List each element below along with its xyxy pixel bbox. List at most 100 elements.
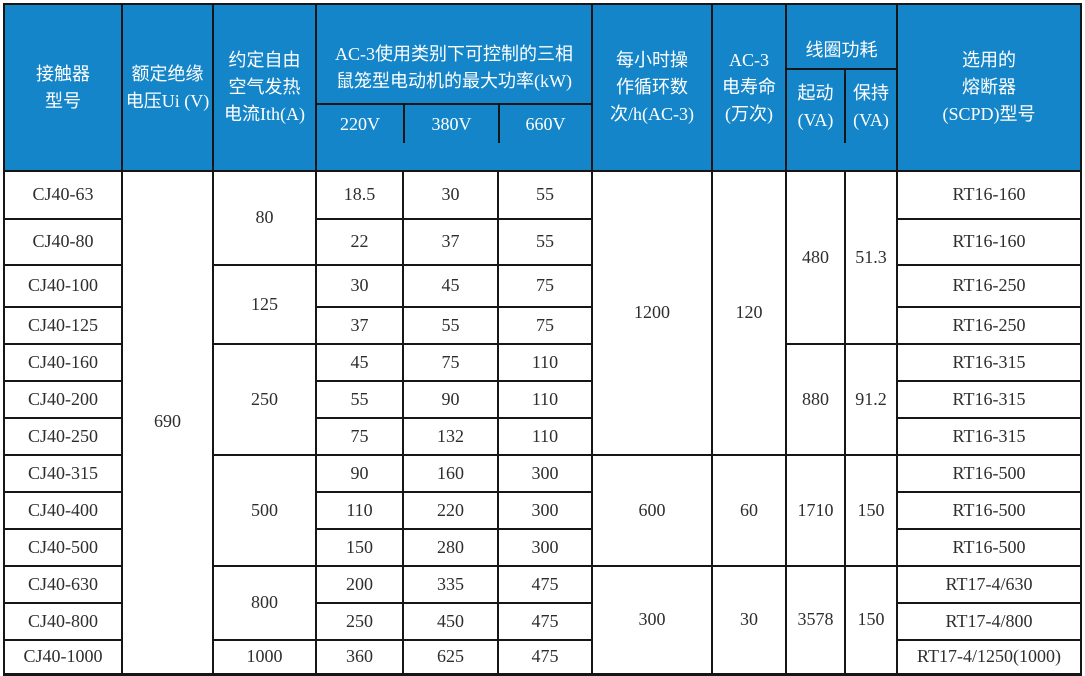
cell-ith: 1000 [212, 639, 317, 675]
cell-cycles: 600 [591, 454, 713, 567]
cell-model: CJ40-63 [3, 170, 123, 220]
table-row: CJ40-125 37 55 75 RT16-250 [3, 306, 1082, 345]
cell-cycles: 300 [591, 565, 713, 675]
cell-model: CJ40-315 [3, 454, 123, 493]
cell-kw660: 75 [497, 306, 593, 345]
table-row: CJ40-100 125 30 45 75 RT16-250 [3, 264, 1082, 345]
header-power-group: AC-3使用类别下可控制的三相 鼠笼型电动机的最大功率(kW) 220V 380… [315, 3, 593, 172]
cell-model: CJ40-500 [3, 528, 123, 567]
table-header: 接触器 型号 额定绝缘 电压Ui (V) 约定自由 空气发热 电流Ith(A) … [3, 3, 1082, 172]
cell-model: CJ40-1000 [3, 639, 123, 675]
header-fuse: 选用的 熔断器 (SCPD)型号 [896, 3, 1082, 172]
table-row: CJ40-63 690 80 18.5 30 55 1200 120 480 51.3 RT16-1… [3, 170, 1082, 675]
header-voltage-220: 220V [340, 113, 380, 134]
cell-fuse: RT16-250 [896, 306, 1082, 345]
cell-kw660: 110 [497, 343, 593, 382]
cell-model: CJ40-100 [3, 264, 123, 308]
header-thermal-current: 约定自由 空气发热 电流Ith(A) [212, 3, 317, 172]
cell-kw380: 45 [402, 264, 499, 308]
cell-kw380: 55 [402, 306, 499, 345]
header-coil-label: 线圈功耗 [805, 39, 878, 60]
header-row: 接触器 型号 额定绝缘 电压Ui (V) 约定自由 空气发热 电流Ith(A) … [3, 3, 1082, 172]
cell-hold: 91.2 [844, 343, 898, 456]
cell-model: CJ40-250 [3, 417, 123, 456]
table-row: CJ40-80 22 37 55 RT16-160 [3, 218, 1082, 266]
cell-kw660: 475 [497, 565, 593, 604]
cell-model: CJ40-800 [3, 602, 123, 641]
cell-kw220: 18.5 [315, 170, 404, 220]
cell-kw380: 280 [402, 528, 499, 567]
header-cycles: 每小时操 作循环数 次/h(AC-3) [591, 3, 713, 172]
cell-kw220: 22 [315, 218, 404, 266]
cell-life: 30 [711, 565, 787, 675]
cell-kw660: 110 [497, 417, 593, 456]
header-coil-group: 线圈功耗 起动 (VA) 保持 (VA) [785, 3, 898, 172]
cell-kw660: 300 [497, 528, 593, 567]
cell-kw220: 200 [315, 565, 404, 604]
cell-ith: 800 [212, 565, 317, 641]
cell-kw380: 37 [402, 218, 499, 266]
cell-kw380: 335 [402, 565, 499, 604]
cell-model: CJ40-630 [3, 565, 123, 604]
cell-fuse: RT16-315 [896, 380, 1082, 419]
cell-hold: 150 [844, 454, 898, 567]
cell-kw660: 300 [497, 491, 593, 530]
cell-kw380: 30 [402, 170, 499, 220]
cell-model: CJ40-125 [3, 306, 123, 345]
power-group-inner: AC-3使用类别下可控制的三相 鼠笼型电动机的最大功率(kW) 220V 380… [318, 32, 590, 143]
header-coil-hold: 保持 (VA) [844, 70, 895, 143]
cell-kw380: 220 [402, 491, 499, 530]
cell-kw220: 150 [315, 528, 404, 567]
cell-model: CJ40-160 [3, 343, 123, 382]
cell-ui: 690 [121, 170, 214, 675]
contactor-spec-table-wrap: 接触器 型号 额定绝缘 电压Ui (V) 约定自由 空气发热 电流Ith(A) … [3, 3, 1082, 676]
cell-start: 3578 [785, 565, 846, 675]
table-body: CJ40-63 690 80 18.5 30 55 1200 120 480 51.3 RT16-1… [3, 170, 1082, 675]
cell-kw380: 450 [402, 602, 499, 641]
cell-start: 1710 [785, 454, 846, 567]
cell-kw660: 75 [497, 264, 593, 308]
cell-kw660: 475 [497, 602, 593, 641]
coil-sub-row: 起动 (VA) 保持 (VA) [788, 68, 895, 143]
cell-fuse: RT16-160 [896, 218, 1082, 266]
cell-model: CJ40-80 [3, 218, 123, 266]
cell-kw380: 132 [402, 417, 499, 456]
header-voltage-380: 380V [403, 105, 498, 143]
cell-ith: 125 [212, 264, 317, 345]
cell-fuse: RT16-315 [896, 417, 1082, 456]
cell-kw220: 75 [315, 417, 404, 456]
table-row: CJ40-500 150 280 300 RT16-500 [3, 528, 1082, 567]
cell-kw660: 55 [497, 170, 593, 220]
cell-kw380: 160 [402, 454, 499, 493]
cell-fuse: RT17-4/800 [896, 602, 1082, 641]
cell-kw380: 625 [402, 639, 499, 675]
cell-life: 60 [711, 454, 787, 567]
cell-fuse: RT17-4/1250(1000) [896, 639, 1082, 675]
cell-kw660: 300 [497, 454, 593, 493]
cell-hold: 51.3 [844, 170, 898, 345]
cell-kw380: 75 [402, 343, 499, 382]
cell-kw220: 30 [315, 264, 404, 308]
cell-kw220: 110 [315, 491, 404, 530]
cell-kw220: 45 [315, 343, 404, 382]
header-coil-start: 起动 (VA) [797, 82, 834, 130]
cell-ith: 80 [212, 170, 317, 266]
cell-kw380: 90 [402, 380, 499, 419]
contactor-spec-table: 接触器 型号 额定绝缘 电压Ui (V) 约定自由 空气发热 电流Ith(A) … [3, 3, 1082, 676]
coil-group-inner: 线圈功耗 起动 (VA) 保持 (VA) [788, 32, 895, 143]
power-sub-row: 220V 380V 660V [318, 103, 590, 143]
table-row: CJ40-250 75 132 110 RT16-315 [3, 417, 1082, 456]
cell-kw660: 110 [497, 380, 593, 419]
table-row: CJ40-200 55 90 110 RT16-315 [3, 380, 1082, 419]
cell-life: 120 [711, 170, 787, 456]
table-row: CJ40-160 250 45 75 110 880 91.2 RT16-315 [3, 343, 1082, 456]
cell-kw220: 37 [315, 306, 404, 345]
cell-kw220: 90 [315, 454, 404, 493]
header-insulation-voltage: 额定绝缘 电压Ui (V) [121, 3, 214, 172]
cell-kw220: 360 [315, 639, 404, 675]
cell-ith: 500 [212, 454, 317, 567]
cell-start: 880 [785, 343, 846, 456]
cell-model: CJ40-200 [3, 380, 123, 419]
cell-ith: 250 [212, 343, 317, 456]
cell-fuse: RT16-500 [896, 528, 1082, 567]
